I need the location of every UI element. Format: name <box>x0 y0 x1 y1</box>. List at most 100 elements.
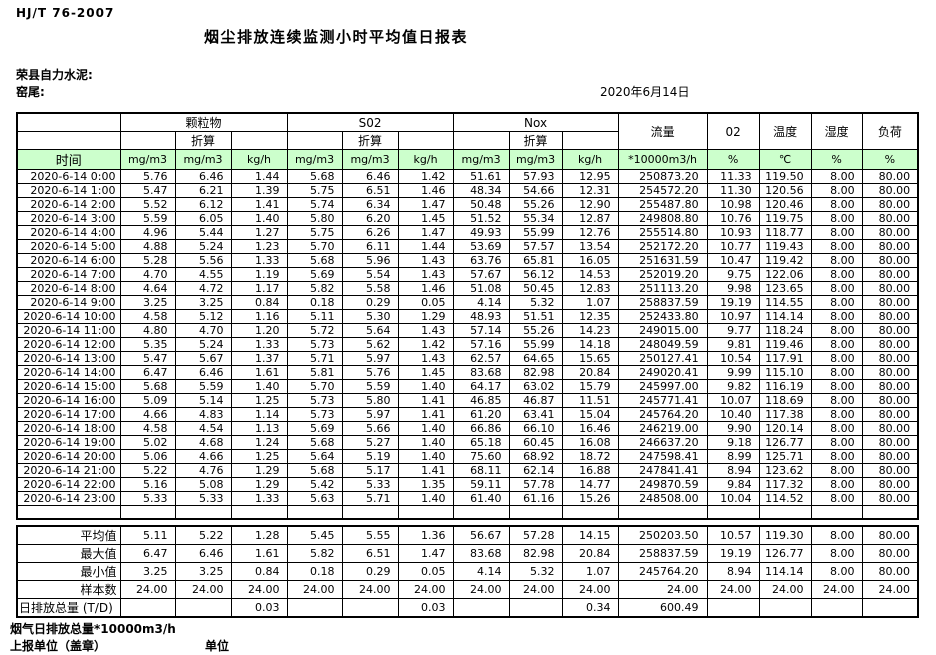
time-cell: 2020-6-14 20:00 <box>16 449 121 464</box>
value-cell: 8.00 <box>810 407 863 422</box>
corner-cell <box>16 112 121 132</box>
value-cell: 1.44 <box>230 169 288 184</box>
value-cell: 8.00 <box>810 491 863 506</box>
value-cell: 1.41 <box>230 197 288 212</box>
value-cell: 59.11 <box>452 477 510 492</box>
time-cell: 2020-6-14 11:00 <box>16 323 121 338</box>
value-cell: 8.00 <box>810 421 863 436</box>
value-cell: 9.99 <box>706 365 760 380</box>
summary-value-cell: 24.00 <box>561 579 619 599</box>
unit-cell: % <box>706 149 760 170</box>
col-o2: 02 <box>706 112 760 150</box>
value-cell: 8.00 <box>810 183 863 198</box>
value-cell: 55.26 <box>508 323 563 338</box>
value-cell: 1.46 <box>397 281 454 296</box>
unit-cell: % <box>810 149 863 170</box>
value-cell: 10.97 <box>706 309 760 324</box>
value-cell: 126.77 <box>758 435 812 450</box>
value-cell: 5.52 <box>119 197 176 212</box>
value-cell: 80.00 <box>861 337 919 352</box>
value-cell: 15.26 <box>561 491 619 506</box>
summary-value-cell: 1.28 <box>230 525 288 545</box>
value-cell: 1.40 <box>397 491 454 506</box>
value-cell: 6.11 <box>341 239 399 254</box>
value-cell: 57.16 <box>452 337 510 352</box>
summary-value-cell: 0.05 <box>397 561 454 581</box>
summary-value-cell: 6.46 <box>174 543 232 563</box>
summary-value-cell: 24.00 <box>810 579 863 599</box>
value-cell: 75.60 <box>452 449 510 464</box>
summary-value-cell: 0.29 <box>341 561 399 581</box>
value-cell: 80.00 <box>861 309 919 324</box>
value-cell: 8.00 <box>810 197 863 212</box>
value-cell: 249015.00 <box>617 323 708 338</box>
value-cell: 3.25 <box>119 295 176 310</box>
value-cell: 120.14 <box>758 421 812 436</box>
value-cell: 251113.20 <box>617 281 708 296</box>
value-cell: 4.83 <box>174 407 232 422</box>
value-cell: 4.72 <box>174 281 232 296</box>
summary-row: 样本数 24.00 24.00 24.00 24.00 24.00 24.00 24.00 24… <box>16 579 919 599</box>
value-cell: 5.76 <box>341 365 399 380</box>
unit-cell: kg/h <box>561 149 619 170</box>
value-cell: 8.00 <box>810 379 863 394</box>
summary-value-cell: 82.98 <box>508 543 563 563</box>
summary-value-cell: 126.77 <box>758 543 812 563</box>
summary-value-cell <box>119 597 176 617</box>
value-cell: 57.93 <box>508 169 563 184</box>
value-cell: 5.27 <box>341 435 399 450</box>
value-cell: 80.00 <box>861 407 919 422</box>
value-cell: 8.00 <box>810 435 863 450</box>
blank-cell <box>286 505 343 519</box>
time-cell: 2020-6-14 16:00 <box>16 393 121 408</box>
value-cell: 118.69 <box>758 393 812 408</box>
summary-value-cell: 24.00 <box>397 579 454 599</box>
value-cell: 1.20 <box>230 323 288 338</box>
value-cell: 4.55 <box>174 267 232 282</box>
value-cell: 10.54 <box>706 351 760 366</box>
value-cell: 8.00 <box>810 393 863 408</box>
value-cell: 5.68 <box>286 435 343 450</box>
value-cell: 61.16 <box>508 491 563 506</box>
value-cell: 5.81 <box>286 365 343 380</box>
value-cell: 15.79 <box>561 379 619 394</box>
value-cell: 55.34 <box>508 211 563 226</box>
value-cell: 117.91 <box>758 351 812 366</box>
value-cell: 1.07 <box>561 295 619 310</box>
value-cell: 6.26 <box>341 225 399 240</box>
value-cell: 48.93 <box>452 309 510 324</box>
value-cell: 4.76 <box>174 463 232 478</box>
value-cell: 53.69 <box>452 239 510 254</box>
value-cell: 51.52 <box>452 211 510 226</box>
value-cell: 254572.20 <box>617 183 708 198</box>
value-cell: 5.63 <box>286 491 343 506</box>
value-cell: 13.54 <box>561 239 619 254</box>
summary-value-cell <box>508 597 563 617</box>
time-cell: 2020-6-14 12:00 <box>16 337 121 352</box>
table-row: 2020-6-14 6:00 5.28 5.56 1.33 5.68 5.96 1.43 63… <box>16 253 919 268</box>
value-cell: 1.17 <box>230 281 288 296</box>
value-cell: 51.51 <box>508 309 563 324</box>
value-cell: 5.11 <box>286 309 343 324</box>
value-cell: 80.00 <box>861 379 919 394</box>
summary-value-cell: 24.00 <box>286 579 343 599</box>
table-row: 2020-6-14 13:00 5.47 5.67 1.37 5.71 5.97 1.43 6… <box>16 351 919 366</box>
summary-value-cell: 8.00 <box>810 525 863 545</box>
time-cell: 2020-6-14 3:00 <box>16 211 121 226</box>
value-cell: 15.04 <box>561 407 619 422</box>
value-cell: 80.00 <box>861 225 919 240</box>
value-cell: 1.61 <box>230 365 288 380</box>
value-cell: 14.18 <box>561 337 619 352</box>
summary-value-cell: 0.34 <box>561 597 619 617</box>
summary-value-cell: 5.82 <box>286 543 343 563</box>
value-cell: 10.93 <box>706 225 760 240</box>
value-cell: 5.97 <box>341 407 399 422</box>
table-row: 2020-6-14 19:00 5.02 4.68 1.24 5.68 5.27 1.40 6… <box>16 435 919 450</box>
value-cell: 114.52 <box>758 491 812 506</box>
value-cell: 55.99 <box>508 337 563 352</box>
value-cell: 9.98 <box>706 281 760 296</box>
value-cell: 9.18 <box>706 435 760 450</box>
blank-cell <box>119 505 176 519</box>
value-cell: 5.30 <box>341 309 399 324</box>
value-cell: 5.76 <box>119 169 176 184</box>
